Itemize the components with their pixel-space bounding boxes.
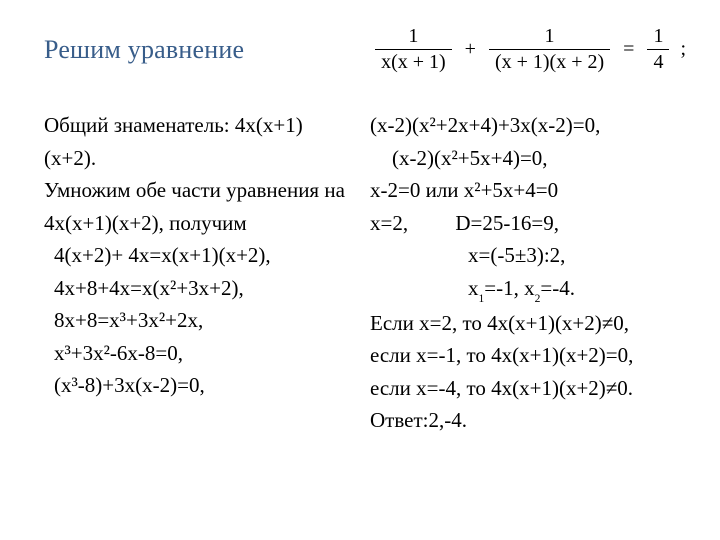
slide-title: Решим уравнение [44,35,244,65]
right-line-5: х=(-5±3):2, [370,239,682,272]
slide: Решим уравнение 1 x(x + 1) + 1 (x + 1)(x… [0,0,720,540]
left-line-1: Общий знаменатель: 4х(х+1)(х+2). [44,109,352,174]
fraction-1-num: 1 [375,26,452,50]
right-line-1: (х-2)(х²+2х+4)+3х(х-2)=0, [370,109,682,142]
equals-sign: = [617,38,640,61]
right-line-6: х1=-1, х2=-4. [370,272,682,307]
r6-mid: =-1, х [484,276,534,300]
fraction-3: 1 4 [647,26,669,73]
right-line-7: Если х=2, то 4х(х+1)(х+2)≠0, [370,307,682,340]
fraction-2-num: 1 [489,26,610,50]
right-line-8: если х=-1, то 4х(х+1)(х+2)=0, [370,339,682,372]
fraction-3-num: 1 [647,26,669,50]
left-line-7: (х³-8)+3х(х-2)=0, [44,369,352,402]
right-line-10: Ответ:2,-4. [370,404,682,437]
right-line-4b: D=25-16=9, [455,211,559,235]
r6-sub1: 1 [479,293,485,305]
right-line-4a: х=2, [370,211,408,235]
semicolon: ; [676,38,686,61]
left-line-5: 8х+8=х³+3х²+2х, [44,304,352,337]
plus-sign: + [459,38,482,61]
left-line-3: 4(х+2)+ 4х=х(х+1)(х+2), [44,239,352,272]
columns: Общий знаменатель: 4х(х+1)(х+2). Умножим… [44,109,686,437]
right-line-4: х=2, D=25-16=9, [370,207,682,240]
left-line-2: Умножим обе части уравнения на 4х(х+1)(х… [44,174,352,239]
r6-pre: х [468,276,479,300]
right-line-2: (х-2)(х²+5х+4)=0, [370,142,682,175]
fraction-3-den: 4 [647,50,669,73]
fraction-1: 1 x(x + 1) [375,26,452,73]
right-column: (х-2)(х²+2х+4)+3х(х-2)=0, (х-2)(х²+5х+4)… [370,109,682,437]
main-equation: 1 x(x + 1) + 1 (x + 1)(x + 2) = 1 4 ; [373,26,686,73]
left-line-6: х³+3х²-6х-8=0, [44,337,352,370]
left-column: Общий знаменатель: 4х(х+1)(х+2). Умножим… [44,109,352,437]
fraction-1-den: x(x + 1) [375,50,452,73]
fraction-2: 1 (x + 1)(x + 2) [489,26,610,73]
right-line-9: если х=-4, то 4х(х+1)(х+2)≠0. [370,372,682,405]
r6-post: =-4. [540,276,575,300]
r6-sub2: 2 [535,293,541,305]
title-row: Решим уравнение 1 x(x + 1) + 1 (x + 1)(x… [44,26,686,73]
right-line-3: х-2=0 или х²+5х+4=0 [370,174,682,207]
fraction-2-den: (x + 1)(x + 2) [489,50,610,73]
left-line-4: 4х+8+4х=х(х²+3х+2), [44,272,352,305]
